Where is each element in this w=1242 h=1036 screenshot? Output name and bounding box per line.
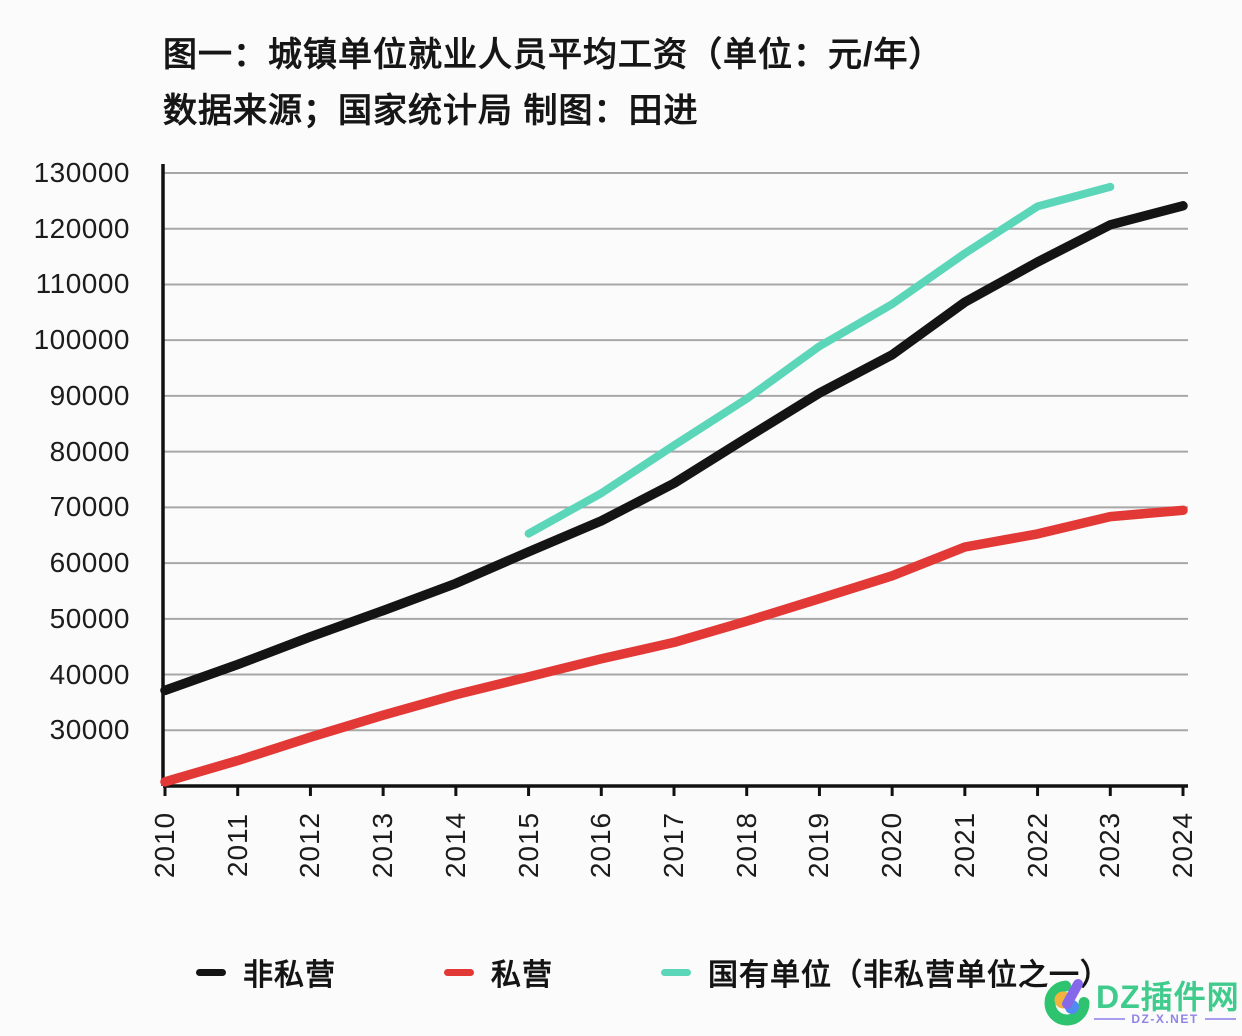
x-tick-label: 2013: [367, 811, 399, 879]
dz-logo-icon: [1044, 979, 1090, 1026]
x-tick-label: 2023: [1094, 811, 1126, 879]
legend-item-non-private: 非私营: [196, 950, 336, 994]
x-tick-label: 2019: [803, 811, 835, 879]
x-tick-label: 2016: [585, 811, 617, 879]
chart-subtitle: 数据来源；国家统计局 制图：田进: [163, 92, 699, 130]
series-line-2: [524, 182, 1115, 538]
y-tick-label: 80000: [49, 435, 130, 467]
watermark-domain-row: DZ-X.NET: [1094, 1012, 1236, 1026]
y-tick-label: 40000: [49, 658, 130, 690]
y-tick-label: 50000: [49, 602, 130, 634]
watermark-domain: DZ-X.NET: [1131, 1012, 1199, 1026]
x-tick-label: 2012: [294, 811, 326, 879]
x-tick-label: 2011: [221, 812, 253, 878]
x-tick-label: 2010: [149, 811, 180, 879]
y-tick-label: 100000: [33, 324, 130, 356]
series-line-1: [160, 505, 1188, 787]
legend-swatch-non-private-icon: [196, 968, 226, 976]
x-tick-label: 2015: [512, 811, 544, 879]
legend-label-non-private: 非私营: [243, 959, 336, 992]
legend: 非私营 私营 国有单位（非私营单位之一）: [196, 950, 1111, 994]
chart-title: 图一：城镇单位就业人员平均工资（单位：元/年）: [163, 36, 944, 74]
y-tick-label: 110000: [35, 268, 130, 300]
watermark-right-rule: [1204, 1018, 1236, 1020]
y-tick-label: 90000: [49, 379, 130, 411]
watermark: DZ插件网 DZ-X.NET: [1042, 970, 1242, 1032]
y-tick-label: 60000: [49, 547, 130, 579]
x-tick-label: 2017: [658, 811, 689, 879]
y-tick-label: 120000: [33, 212, 130, 244]
y-tick-label: 130000: [33, 157, 130, 188]
y-tick-label: 70000: [49, 491, 130, 523]
watermark-brand: DZ插件网: [1096, 979, 1240, 1015]
x-tick-label: 2021: [948, 811, 980, 879]
legend-swatch-state-owned-icon: [661, 968, 691, 976]
x-tick-label: 2020: [876, 811, 908, 879]
legend-label-state-owned: 国有单位（非私营单位之一）: [708, 959, 1111, 992]
legend-item-private: 私营: [444, 950, 553, 994]
watermark-left-rule: [1094, 1018, 1126, 1020]
x-tick-label: 2022: [1021, 811, 1053, 879]
legend-item-state-owned: 国有单位（非私营单位之一）: [661, 950, 1111, 994]
x-tick-label: 2024: [1167, 811, 1198, 879]
legend-label-private: 私营: [491, 959, 553, 992]
x-tick-label: 2018: [730, 811, 762, 879]
legend-swatch-private-icon: [444, 968, 474, 976]
y-tick-label: 30000: [49, 714, 130, 746]
x-tick-label: 2014: [439, 811, 471, 879]
series-line-0: [160, 201, 1188, 696]
